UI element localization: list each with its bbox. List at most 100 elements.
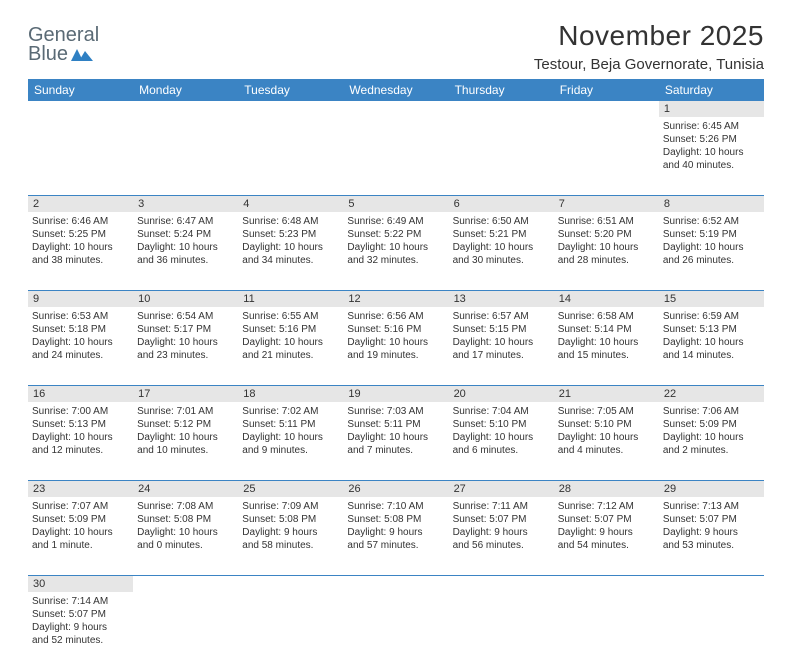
- daylight-text: and 19 minutes.: [347, 349, 444, 362]
- day-number-cell: 18: [238, 386, 343, 402]
- day-cell: Sunrise: 6:53 AMSunset: 5:18 PMDaylight:…: [28, 307, 133, 385]
- daylight-text: Daylight: 10 hours: [137, 241, 234, 254]
- day-number-cell: 17: [133, 386, 238, 402]
- daylight-text: and 53 minutes.: [663, 539, 760, 552]
- daylight-text: and 34 minutes.: [242, 254, 339, 267]
- sunrise-text: Sunrise: 7:00 AM: [32, 405, 129, 418]
- sunrise-text: Sunrise: 6:59 AM: [663, 310, 760, 323]
- daylight-text: and 17 minutes.: [453, 349, 550, 362]
- daylight-text: and 56 minutes.: [453, 539, 550, 552]
- day-number-cell: [343, 576, 448, 592]
- daylight-text: and 12 minutes.: [32, 444, 129, 457]
- day-cell: [343, 592, 448, 670]
- sunrise-text: Sunrise: 7:01 AM: [137, 405, 234, 418]
- sunrise-text: Sunrise: 6:58 AM: [558, 310, 655, 323]
- daylight-text: Daylight: 10 hours: [137, 431, 234, 444]
- sunset-text: Sunset: 5:19 PM: [663, 228, 760, 241]
- day-number-row: 2345678: [28, 196, 764, 212]
- sunset-text: Sunset: 5:08 PM: [137, 513, 234, 526]
- day-cell: Sunrise: 7:06 AMSunset: 5:09 PMDaylight:…: [659, 402, 764, 480]
- day-number-cell: 4: [238, 196, 343, 212]
- day-number-cell: 6: [449, 196, 554, 212]
- logo-line2: Blue: [28, 45, 68, 64]
- day-cell: Sunrise: 6:47 AMSunset: 5:24 PMDaylight:…: [133, 212, 238, 290]
- sunrise-text: Sunrise: 7:05 AM: [558, 405, 655, 418]
- sunset-text: Sunset: 5:10 PM: [453, 418, 550, 431]
- day-number-cell: 24: [133, 481, 238, 497]
- day-cell: Sunrise: 6:52 AMSunset: 5:19 PMDaylight:…: [659, 212, 764, 290]
- daylight-text: Daylight: 10 hours: [137, 336, 234, 349]
- day-number-cell: 16: [28, 386, 133, 402]
- day-number-cell: [659, 576, 764, 592]
- daylight-text: and 2 minutes.: [663, 444, 760, 457]
- sunset-text: Sunset: 5:09 PM: [663, 418, 760, 431]
- day-cell: Sunrise: 7:08 AMSunset: 5:08 PMDaylight:…: [133, 497, 238, 575]
- daylight-text: Daylight: 9 hours: [453, 526, 550, 539]
- daylight-text: and 52 minutes.: [32, 634, 129, 647]
- weekday-header: Thursday: [449, 79, 554, 101]
- day-cell: Sunrise: 7:14 AMSunset: 5:07 PMDaylight:…: [28, 592, 133, 670]
- day-number-cell: [238, 576, 343, 592]
- daylight-text: Daylight: 10 hours: [453, 336, 550, 349]
- sunset-text: Sunset: 5:09 PM: [32, 513, 129, 526]
- daylight-text: Daylight: 10 hours: [347, 336, 444, 349]
- daylight-text: and 38 minutes.: [32, 254, 129, 267]
- sunset-text: Sunset: 5:22 PM: [347, 228, 444, 241]
- day-cell: [238, 117, 343, 195]
- sunset-text: Sunset: 5:11 PM: [347, 418, 444, 431]
- sunset-text: Sunset: 5:07 PM: [453, 513, 550, 526]
- day-number-cell: [133, 576, 238, 592]
- weekday-header: Monday: [133, 79, 238, 101]
- sunset-text: Sunset: 5:24 PM: [137, 228, 234, 241]
- weekday-header: Friday: [554, 79, 659, 101]
- day-number-row: 1: [28, 101, 764, 117]
- day-cell: Sunrise: 6:57 AMSunset: 5:15 PMDaylight:…: [449, 307, 554, 385]
- day-number-row: 9101112131415: [28, 291, 764, 307]
- sunrise-text: Sunrise: 7:04 AM: [453, 405, 550, 418]
- daylight-text: and 36 minutes.: [137, 254, 234, 267]
- day-number-cell: 27: [449, 481, 554, 497]
- sunset-text: Sunset: 5:13 PM: [32, 418, 129, 431]
- location: Testour, Beja Governorate, Tunisia: [534, 56, 764, 73]
- day-number-cell: 14: [554, 291, 659, 307]
- day-number-cell: [238, 101, 343, 117]
- day-cell: Sunrise: 6:56 AMSunset: 5:16 PMDaylight:…: [343, 307, 448, 385]
- daylight-text: Daylight: 10 hours: [32, 526, 129, 539]
- week-row: Sunrise: 7:14 AMSunset: 5:07 PMDaylight:…: [28, 592, 764, 670]
- day-cell: Sunrise: 7:09 AMSunset: 5:08 PMDaylight:…: [238, 497, 343, 575]
- day-number-row: 16171819202122: [28, 386, 764, 402]
- daylight-text: and 0 minutes.: [137, 539, 234, 552]
- day-cell: Sunrise: 6:55 AMSunset: 5:16 PMDaylight:…: [238, 307, 343, 385]
- sunset-text: Sunset: 5:11 PM: [242, 418, 339, 431]
- sunrise-text: Sunrise: 6:55 AM: [242, 310, 339, 323]
- weekday-header: Wednesday: [343, 79, 448, 101]
- day-number-cell: 30: [28, 576, 133, 592]
- day-number-cell: 1: [659, 101, 764, 117]
- day-cell: [28, 117, 133, 195]
- sunset-text: Sunset: 5:18 PM: [32, 323, 129, 336]
- day-number-cell: 29: [659, 481, 764, 497]
- sunset-text: Sunset: 5:07 PM: [32, 608, 129, 621]
- daylight-text: and 14 minutes.: [663, 349, 760, 362]
- daylight-text: and 57 minutes.: [347, 539, 444, 552]
- day-cell: Sunrise: 6:58 AMSunset: 5:14 PMDaylight:…: [554, 307, 659, 385]
- daylight-text: and 28 minutes.: [558, 254, 655, 267]
- title-block: November 2025 Testour, Beja Governorate,…: [534, 20, 764, 73]
- logo: General Blue: [28, 20, 99, 64]
- daylight-text: Daylight: 10 hours: [558, 431, 655, 444]
- day-number-cell: [554, 101, 659, 117]
- week-row: Sunrise: 7:07 AMSunset: 5:09 PMDaylight:…: [28, 497, 764, 575]
- daylight-text: Daylight: 10 hours: [663, 431, 760, 444]
- sunset-text: Sunset: 5:21 PM: [453, 228, 550, 241]
- sunrise-text: Sunrise: 6:57 AM: [453, 310, 550, 323]
- day-number-row: 30: [28, 576, 764, 592]
- daylight-text: Daylight: 10 hours: [663, 146, 760, 159]
- day-cell: [343, 117, 448, 195]
- sunset-text: Sunset: 5:12 PM: [137, 418, 234, 431]
- day-number-cell: 25: [238, 481, 343, 497]
- sunset-text: Sunset: 5:26 PM: [663, 133, 760, 146]
- day-number-cell: [343, 101, 448, 117]
- day-cell: Sunrise: 6:49 AMSunset: 5:22 PMDaylight:…: [343, 212, 448, 290]
- daylight-text: Daylight: 10 hours: [347, 431, 444, 444]
- week-row: Sunrise: 6:46 AMSunset: 5:25 PMDaylight:…: [28, 212, 764, 290]
